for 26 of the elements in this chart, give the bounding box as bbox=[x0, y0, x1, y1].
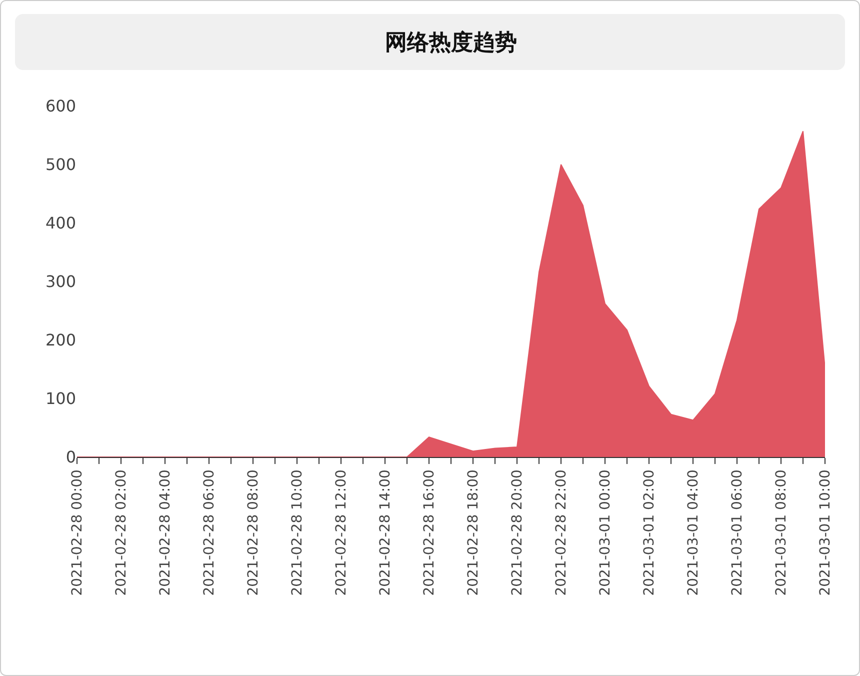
x-tick-label: 2021-02-28 06:00 bbox=[202, 470, 218, 596]
x-tick-label: 2021-02-28 04:00 bbox=[158, 470, 174, 596]
x-tick-label: 2021-02-28 16:00 bbox=[422, 470, 438, 596]
x-tick-label: 2021-03-01 00:00 bbox=[598, 470, 614, 596]
x-tick-label: 2021-02-28 02:00 bbox=[114, 470, 130, 596]
x-tick-label: 2021-02-28 12:00 bbox=[334, 470, 350, 596]
x-tick-label: 2021-03-01 02:00 bbox=[642, 470, 658, 596]
x-tick-label: 2021-02-28 00:00 bbox=[70, 470, 86, 596]
x-tick-label: 2021-03-01 04:00 bbox=[686, 470, 702, 596]
y-tick-label: 400 bbox=[45, 214, 76, 233]
x-tick-label: 2021-02-28 20:00 bbox=[510, 470, 526, 596]
x-tick-label: 2021-02-28 08:00 bbox=[246, 470, 262, 596]
x-tick-label: 2021-03-01 06:00 bbox=[730, 470, 746, 596]
x-tick-label: 2021-02-28 10:00 bbox=[290, 470, 306, 596]
x-tick-label: 2021-03-01 10:00 bbox=[818, 470, 834, 596]
y-tick-label: 0 bbox=[66, 448, 76, 467]
x-tick-label: 2021-02-28 18:00 bbox=[466, 470, 482, 596]
y-tick-label: 300 bbox=[45, 272, 76, 292]
chart-title: 网络热度趋势 bbox=[385, 30, 517, 56]
x-tick-label: 2021-02-28 22:00 bbox=[554, 470, 570, 596]
y-tick-label: 100 bbox=[45, 389, 76, 408]
y-tick-label: 600 bbox=[45, 96, 76, 116]
x-tick-label: 2021-02-28 14:00 bbox=[378, 470, 394, 596]
y-tick-label: 500 bbox=[45, 155, 76, 174]
x-tick-label: 2021-03-01 08:00 bbox=[774, 470, 790, 596]
y-tick-label: 200 bbox=[45, 330, 76, 350]
